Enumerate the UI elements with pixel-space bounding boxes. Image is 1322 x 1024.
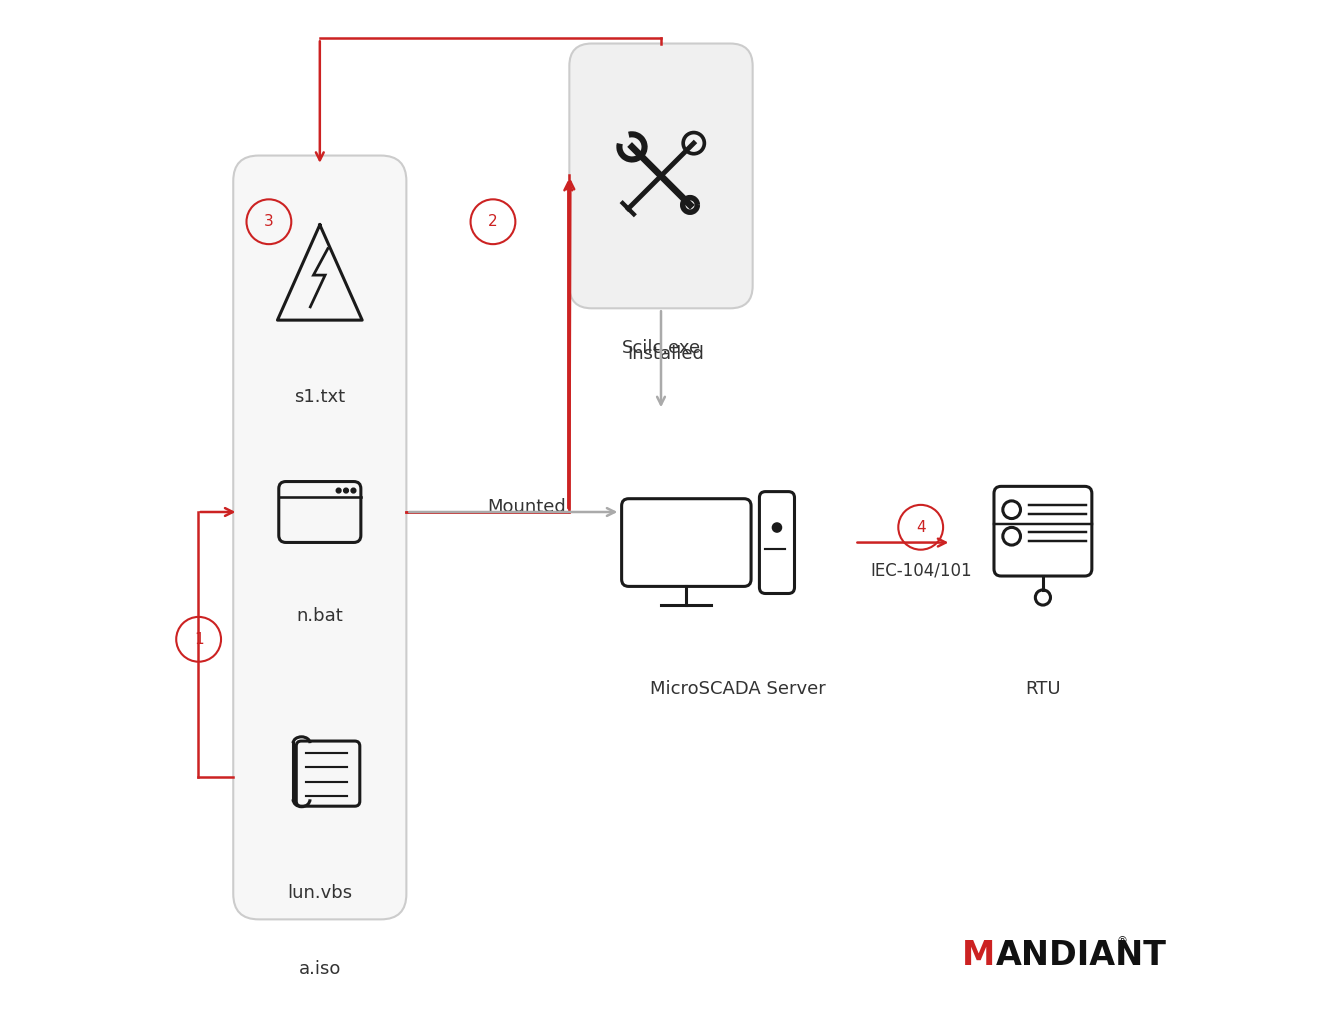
FancyBboxPatch shape: [233, 156, 406, 920]
Text: Mounted: Mounted: [488, 498, 566, 516]
Text: a.iso: a.iso: [299, 961, 341, 978]
Text: ®: ®: [1116, 936, 1128, 946]
Circle shape: [772, 523, 781, 532]
Text: 4: 4: [916, 520, 925, 535]
Text: 2: 2: [488, 214, 498, 229]
Text: n.bat: n.bat: [296, 606, 344, 625]
Text: Scilc.exe: Scilc.exe: [621, 339, 701, 357]
Text: 1: 1: [194, 632, 204, 647]
Circle shape: [352, 488, 356, 493]
Text: lun.vbs: lun.vbs: [287, 884, 353, 902]
Text: 3: 3: [264, 214, 274, 229]
Text: MicroSCADA Server: MicroSCADA Server: [649, 680, 825, 698]
Text: Installed: Installed: [628, 345, 705, 364]
Text: M: M: [961, 939, 994, 972]
FancyBboxPatch shape: [570, 43, 752, 308]
Circle shape: [344, 488, 349, 493]
Circle shape: [336, 488, 341, 493]
Text: IEC-104/101: IEC-104/101: [870, 561, 972, 579]
Text: s1.txt: s1.txt: [295, 388, 345, 406]
Text: RTU: RTU: [1025, 680, 1060, 698]
Text: ANDIANT: ANDIANT: [995, 939, 1167, 972]
